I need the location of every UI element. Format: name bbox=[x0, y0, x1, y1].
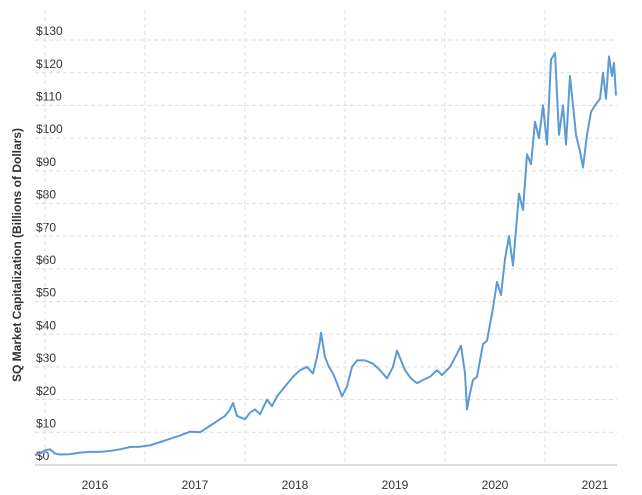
y-tick-label: $100 bbox=[36, 122, 63, 136]
y-tick-label: $0 bbox=[36, 449, 50, 463]
line bbox=[34, 52, 617, 457]
y-axis-label: SQ Market Capitalization (Billions of Do… bbox=[10, 128, 24, 382]
x-tick-label: 2020 bbox=[482, 478, 509, 492]
x-tick-label: 2016 bbox=[82, 478, 109, 492]
x-tick-label: 2017 bbox=[182, 478, 209, 492]
y-tick-label: $10 bbox=[36, 416, 56, 430]
y-tick-label: $130 bbox=[36, 24, 63, 38]
y-tick-label: $60 bbox=[36, 253, 56, 267]
y-tick-label: $50 bbox=[36, 286, 56, 300]
y-tick-label: $40 bbox=[36, 318, 56, 332]
y-tick-label: $30 bbox=[36, 351, 56, 365]
x-tick-label: 2018 bbox=[282, 478, 309, 492]
y-tick-label: $20 bbox=[36, 384, 56, 398]
y-tick-label: $90 bbox=[36, 155, 56, 169]
x-tick-label: 2021 bbox=[582, 478, 609, 492]
x-tick-label: 2019 bbox=[382, 478, 409, 492]
y-tick-label: $120 bbox=[36, 57, 63, 71]
y-tick-label: $70 bbox=[36, 220, 56, 234]
y-tick-label: $80 bbox=[36, 188, 56, 202]
y-tick-label: $110 bbox=[36, 90, 62, 104]
